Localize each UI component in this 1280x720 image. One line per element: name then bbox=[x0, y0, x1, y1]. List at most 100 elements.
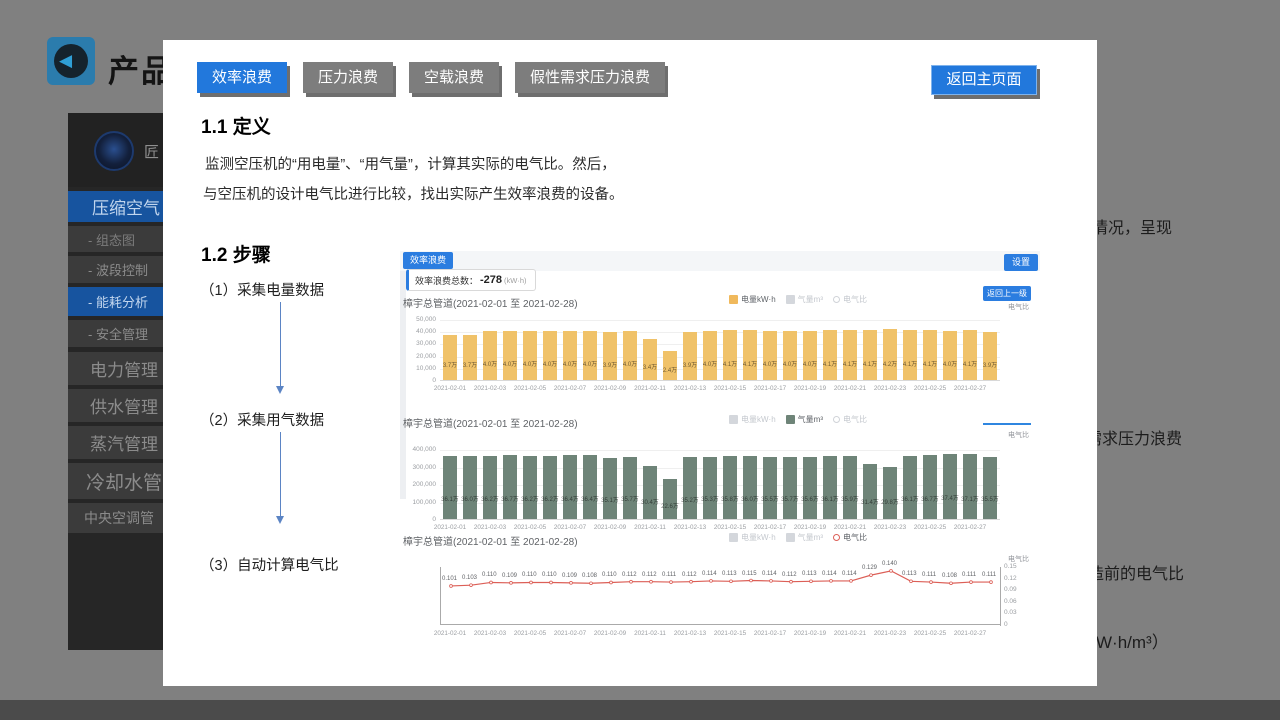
legend-item-2[interactable]: 电气比 bbox=[833, 532, 867, 543]
back-level-button[interactable]: 返回上一级 bbox=[983, 286, 1031, 301]
x-axis-tick: 2021-02-11 bbox=[634, 630, 666, 637]
bar: 4.0万 bbox=[523, 331, 537, 380]
back-badge[interactable]: ◀ bbox=[47, 37, 95, 85]
gridline bbox=[440, 344, 1000, 345]
legend-item-0[interactable]: 电量kW·h bbox=[729, 532, 776, 543]
bar-value-label: 36.0万 bbox=[461, 497, 479, 504]
legend-item-0[interactable]: 电量kW·h bbox=[729, 294, 776, 305]
y-axis-tick: 30,000 bbox=[416, 340, 436, 348]
bar-value-label: 36.2万 bbox=[541, 497, 559, 503]
point-value-label: 0.129 bbox=[862, 565, 878, 572]
bar-value-label: 36.1万 bbox=[901, 497, 919, 504]
tab-3[interactable]: 假性需求压力浪费 bbox=[515, 62, 666, 93]
bar-value-label: 37.4万 bbox=[941, 496, 959, 503]
tab-bar: 效率浪费 压力浪费 空载浪费 假性需求压力浪费 bbox=[197, 62, 666, 93]
bar: 4.1万 bbox=[863, 329, 877, 380]
bar-value-label: 29.8万 bbox=[881, 500, 899, 507]
bar: 35.8万 bbox=[721, 456, 739, 519]
legend-item-0[interactable]: 电量kW·h bbox=[729, 414, 776, 425]
point-value-label: 0.108 bbox=[582, 573, 598, 580]
bar: 36.4万 bbox=[561, 455, 579, 519]
legend-label: 气量m³ bbox=[797, 415, 823, 424]
bar: 35.5万 bbox=[981, 456, 999, 519]
bar: 4.0万 bbox=[543, 331, 557, 380]
bar-value-label: 3.7万 bbox=[462, 363, 478, 370]
gridline bbox=[440, 357, 1000, 358]
chart2-right-axis-label: 电气比 bbox=[1008, 432, 1029, 439]
steps-heading: 1.2 步骤 bbox=[201, 245, 271, 266]
bar: 4.0万 bbox=[583, 331, 597, 380]
gridline bbox=[440, 450, 1000, 451]
bar-value-label: 4.1万 bbox=[722, 362, 738, 368]
waste-total-label: 效率浪费总数： bbox=[415, 275, 479, 286]
bar-value-label: 4.2万 bbox=[882, 361, 898, 368]
bar-value-label: 4.0万 bbox=[482, 362, 498, 369]
point-value-label: 0.109 bbox=[562, 572, 578, 579]
bar-value-label: 2.4万 bbox=[662, 368, 678, 375]
gridline bbox=[440, 332, 1000, 333]
legend-item-1[interactable]: 气量m³ bbox=[785, 414, 823, 425]
bar: 36.7万 bbox=[501, 454, 519, 519]
bar: 4.0万 bbox=[763, 331, 777, 380]
return-home-button[interactable]: 返回主页面 bbox=[931, 65, 1037, 95]
legend-item-1[interactable]: 气量m³ bbox=[785, 294, 823, 305]
bar: 36.0万 bbox=[461, 456, 479, 519]
chart3-legend: 电量kW·h 气量m³ 电气比 bbox=[633, 532, 963, 543]
square-swatch-icon bbox=[785, 295, 795, 304]
point-value-label: 0.111 bbox=[982, 572, 997, 579]
content-panel: 效率浪费 压力浪费 空载浪费 假性需求压力浪费 返回主页面 1.1 定义 监测空压机的… bbox=[163, 40, 1097, 686]
bar: 35.7万 bbox=[781, 456, 799, 519]
gridline bbox=[440, 320, 1000, 321]
bar: 3.7万 bbox=[443, 334, 457, 380]
bar-value-label: 4.0万 bbox=[582, 362, 598, 369]
bar: 4.2万 bbox=[882, 328, 898, 380]
x-axis-tick: 2021-02-01 bbox=[433, 630, 467, 637]
bar-value-label: 36.7万 bbox=[921, 496, 939, 503]
bar: 29.8万 bbox=[881, 466, 899, 519]
gridline bbox=[440, 369, 1000, 370]
point-value-label: 0.114 bbox=[702, 570, 717, 577]
sidebar-logo-icon bbox=[94, 131, 134, 171]
ratio-line-chart bbox=[449, 569, 993, 588]
legend-item-2[interactable]: 电气比 bbox=[833, 294, 867, 305]
chart1-title: 樟宇总管道(2021-02-01 至 2021-02-28) bbox=[403, 299, 578, 310]
legend-item-1[interactable]: 气量m³ bbox=[785, 532, 823, 543]
bar-value-label: 4.0万 bbox=[562, 362, 578, 369]
waste-total-value: -278 bbox=[480, 274, 503, 286]
legend-label: 电量kW·h bbox=[741, 533, 776, 542]
point-value-label: 0.109 bbox=[502, 572, 518, 579]
x-axis-tick: 2021-02-09 bbox=[593, 630, 627, 637]
bar: 35.3万 bbox=[701, 457, 719, 519]
bar-value-label: 30.4万 bbox=[641, 500, 659, 507]
bar: 35.6万 bbox=[801, 456, 819, 519]
tab-0[interactable]: 效率浪费 bbox=[197, 62, 288, 93]
point-value-label: 0.103 bbox=[462, 575, 478, 582]
square-swatch-icon bbox=[729, 533, 738, 542]
x-axis-tick: 2021-02-25 bbox=[913, 630, 947, 637]
x-axis-tick: 2021-02-07 bbox=[553, 630, 587, 637]
legend-label: 电气比 bbox=[843, 533, 867, 542]
bar-value-label: 3.9万 bbox=[682, 362, 698, 369]
bar-value-label: 4.0万 bbox=[522, 362, 538, 369]
bar-value-label: 36.4万 bbox=[581, 496, 599, 503]
x-axis-tick: 2021-02-05 bbox=[513, 630, 547, 637]
chart3-right-axis bbox=[1000, 567, 1001, 626]
y-axis-tick: 0 bbox=[432, 516, 436, 523]
bar-value-label: 4.1万 bbox=[962, 362, 978, 368]
definition-heading: 1.1 定义 bbox=[201, 117, 271, 138]
legend-item-2[interactable]: 电气比 bbox=[833, 414, 867, 425]
tab-2[interactable]: 空载浪费 bbox=[409, 62, 500, 93]
gridline bbox=[440, 485, 1000, 486]
x-axis-tick: 2021-02-21 bbox=[833, 524, 867, 531]
x-axis-tick: 2021-02-05 bbox=[513, 524, 547, 531]
bar: 3.9万 bbox=[983, 332, 997, 380]
definition-text-line1: 监测空压机的“用电量”、“用气量”，计算其实际的电气比。然后， bbox=[205, 157, 616, 173]
bar: 4.0万 bbox=[703, 331, 717, 380]
point-value-label: 0.108 bbox=[942, 573, 958, 580]
settings-button[interactable]: 设置 bbox=[1004, 254, 1038, 271]
x-axis-tick: 2021-02-01 bbox=[433, 385, 467, 392]
bar-value-label: 35.6万 bbox=[801, 497, 819, 504]
x-axis-tick: 2021-02-11 bbox=[634, 385, 666, 392]
tab-1[interactable]: 压力浪费 bbox=[303, 62, 394, 93]
